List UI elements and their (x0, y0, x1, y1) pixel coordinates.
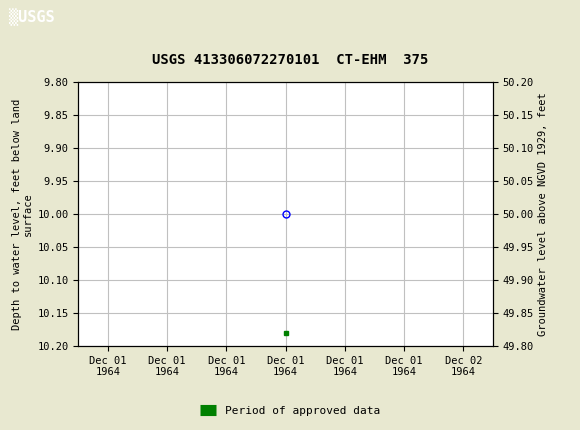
Y-axis label: Depth to water level, feet below land
surface: Depth to water level, feet below land su… (12, 98, 33, 329)
Y-axis label: Groundwater level above NGVD 1929, feet: Groundwater level above NGVD 1929, feet (538, 92, 548, 336)
Legend: Period of approved data: Period of approved data (195, 401, 385, 420)
Text: ▒USGS: ▒USGS (9, 9, 55, 26)
Text: USGS 413306072270101  CT-EHM  375: USGS 413306072270101 CT-EHM 375 (152, 52, 428, 67)
